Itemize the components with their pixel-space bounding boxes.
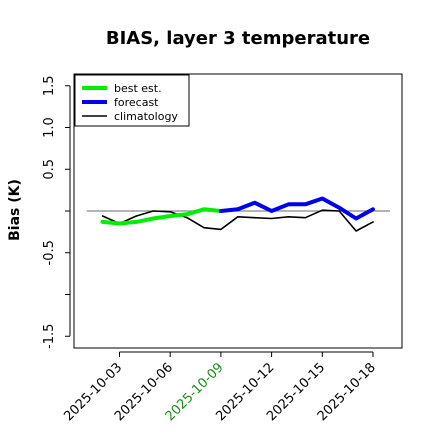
legend-label: forecast (114, 96, 159, 109)
chart-title: BIAS, layer 3 temperature (106, 28, 370, 49)
legend-label: climatology (114, 110, 178, 123)
series-line-climatology (101, 209, 374, 232)
y-tick-label: -1.5 (42, 324, 57, 349)
y-tick-label: 1.5 (42, 75, 57, 96)
y-tick-label: -0.5 (42, 240, 57, 265)
series-line-best-est (100, 207, 223, 226)
y-tick-label: 0.5 (42, 159, 57, 180)
y-tick-label: 1.0 (42, 117, 57, 138)
plot-frame (73, 73, 403, 349)
y-axis-label: Bias (K) (7, 179, 23, 241)
series-line-forecast (218, 196, 375, 221)
legend-label: best est. (114, 82, 162, 95)
